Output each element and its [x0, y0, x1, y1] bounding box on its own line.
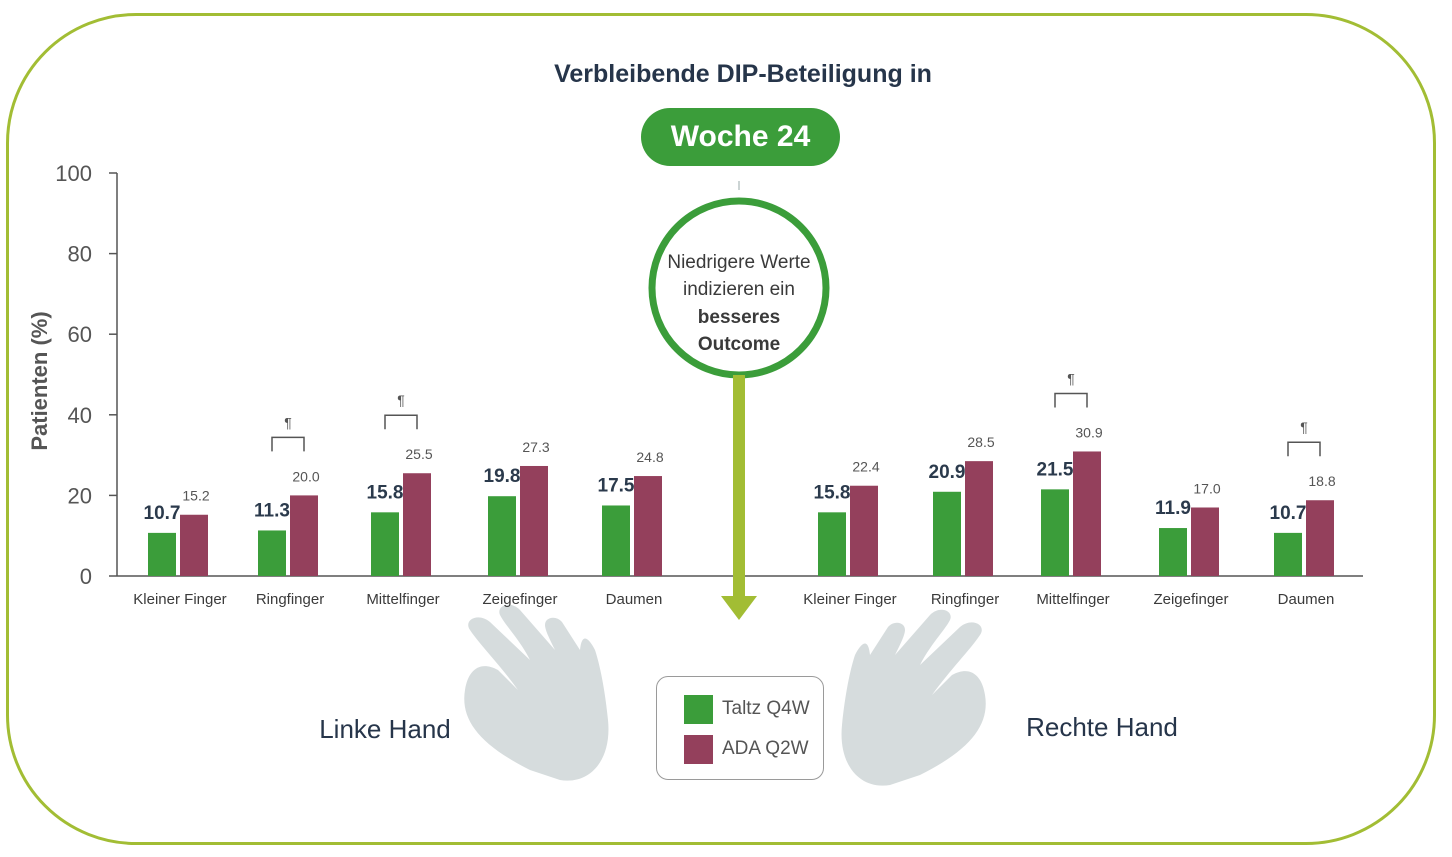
- value-label-ada: 28.5: [967, 434, 994, 450]
- bar-taltz: [1159, 528, 1187, 576]
- y-tick-label: 0: [80, 564, 92, 589]
- value-label-taltz: 15.8: [814, 482, 851, 503]
- legend-label-ada: ADA Q2W: [722, 738, 809, 759]
- legend-label-taltz: Taltz Q4W: [722, 698, 810, 719]
- bar-taltz: [933, 491, 961, 576]
- bar-taltz: [1274, 532, 1302, 576]
- chart-frame: [6, 13, 1436, 845]
- category-label: Zeigefinger: [1153, 591, 1228, 608]
- y-tick-label: 80: [68, 242, 92, 267]
- significance-mark: ¶: [397, 392, 405, 408]
- bar-ada: [1191, 507, 1219, 576]
- value-label-ada: 27.3: [522, 439, 549, 455]
- bar-ada: [1073, 451, 1101, 576]
- category-label: Ringfinger: [256, 591, 324, 608]
- bar-ada: [520, 465, 548, 576]
- legend-swatch-ada: [684, 734, 713, 764]
- callout-arrow: [721, 375, 757, 620]
- value-label-ada: 15.2: [182, 488, 209, 504]
- y-tick-label: 40: [68, 403, 92, 428]
- category-label: Daumen: [606, 591, 663, 608]
- value-label-ada: 17.0: [1193, 480, 1220, 496]
- legend-swatch-taltz: [684, 694, 713, 724]
- bar-taltz: [488, 496, 516, 576]
- value-label-taltz: 10.7: [1270, 503, 1307, 524]
- significance-bracket: [384, 414, 418, 430]
- category-label: Ringfinger: [931, 591, 999, 608]
- callout-line-4: Outcome: [698, 334, 780, 355]
- bar-taltz: [371, 512, 399, 576]
- category-label: Mittelfinger: [366, 591, 439, 608]
- bar-ada: [634, 476, 662, 576]
- value-label-taltz: 19.8: [484, 466, 521, 487]
- legend: Taltz Q4W ADA Q2W: [656, 676, 824, 780]
- significance-bracket: [1287, 441, 1321, 457]
- right-hand-icon: [841, 609, 986, 786]
- bar-taltz: [602, 505, 630, 576]
- category-label: Zeigefinger: [482, 591, 557, 608]
- bars: [148, 451, 1334, 576]
- y-tick-label: 100: [55, 161, 92, 186]
- value-label-taltz: 10.7: [144, 503, 181, 524]
- value-label-ada: 22.4: [852, 459, 879, 475]
- value-label-ada: 24.8: [636, 449, 663, 465]
- bar-ada: [290, 495, 318, 576]
- bar-taltz: [818, 512, 846, 576]
- callout-line-3: besseres: [698, 307, 780, 328]
- y-tick-label: 60: [68, 322, 92, 347]
- value-label-ada: 25.5: [405, 446, 432, 462]
- legend-item-ada: ADA Q2W: [684, 734, 809, 764]
- value-label-taltz: 20.9: [929, 462, 966, 483]
- value-label-ada: 30.9: [1075, 424, 1102, 440]
- value-label-taltz: 21.5: [1037, 459, 1074, 480]
- y-axis-label: Patienten (%): [27, 311, 52, 450]
- category-label: Kleiner Finger: [133, 591, 226, 608]
- bar-taltz: [258, 530, 286, 576]
- bar-ada: [180, 514, 208, 576]
- value-label-taltz: 11.3: [254, 500, 290, 521]
- bar-ada: [403, 473, 431, 576]
- right-hand-label: Rechte Hand: [1026, 712, 1178, 742]
- callout-line-2: indizieren ein: [683, 279, 795, 300]
- significance-mark: ¶: [1067, 370, 1075, 386]
- bar-ada: [965, 461, 993, 576]
- value-label-ada: 20.0: [292, 468, 319, 484]
- category-label: Mittelfinger: [1036, 591, 1109, 608]
- category-label: Daumen: [1278, 591, 1335, 608]
- significance-mark: ¶: [1300, 419, 1308, 435]
- value-label-taltz: 15.8: [367, 482, 404, 503]
- callout-line-1: Niedrigere Werte: [667, 252, 810, 273]
- legend-item-taltz: Taltz Q4W: [684, 694, 810, 724]
- bar-taltz: [148, 532, 176, 576]
- significance-bracket: [1054, 392, 1088, 408]
- left-hand-label: Linke Hand: [319, 714, 451, 744]
- left-hand-icon: [464, 604, 609, 781]
- bar-taltz: [1041, 489, 1069, 576]
- significance-bracket: [271, 436, 305, 452]
- value-label-ada: 18.8: [1308, 473, 1335, 489]
- value-label-taltz: 11.9: [1155, 498, 1191, 519]
- bar-ada: [1306, 500, 1334, 576]
- value-label-taltz: 17.5: [598, 475, 635, 496]
- significance-mark: ¶: [284, 414, 292, 430]
- chart-title: Verbleibende DIP-Beteiligung in: [554, 60, 932, 88]
- week-badge: Woche 24: [641, 108, 840, 166]
- bar-ada: [850, 485, 878, 576]
- y-tick-label: 20: [68, 483, 92, 508]
- category-label: Kleiner Finger: [803, 591, 896, 608]
